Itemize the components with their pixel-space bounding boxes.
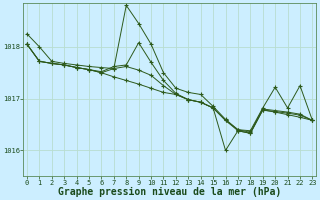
X-axis label: Graphe pression niveau de la mer (hPa): Graphe pression niveau de la mer (hPa) <box>58 187 281 197</box>
